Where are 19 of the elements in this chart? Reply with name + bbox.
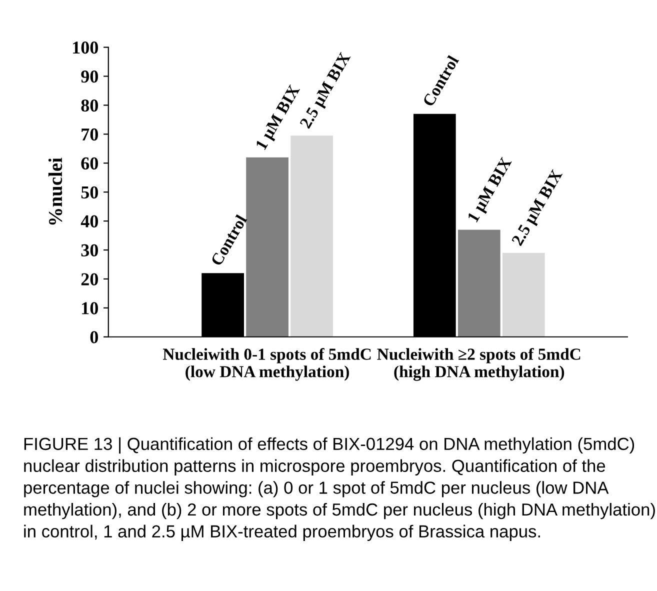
y-tick-label: 50: [81, 186, 98, 199]
x-tick-label: Nucleiwith 0-1 spots of 5mdC (low DNA methylation): [162, 348, 371, 381]
bar: [246, 157, 288, 337]
y-tick-label: 90: [81, 70, 98, 83]
y-tick-label: 70: [82, 128, 98, 141]
y-tick-label: 60: [81, 157, 98, 170]
x-tick-label: Nucleiwith ≥2 spots of 5mdC (high DNA methylation): [377, 348, 580, 381]
bar: [458, 230, 500, 337]
y-tick-label: 30: [81, 244, 98, 256]
bar: [502, 252, 545, 337]
y-tick-label: 40: [80, 215, 98, 228]
y-tick-label: 80: [81, 99, 98, 112]
y-axis-title: %nuclei: [48, 158, 62, 225]
y-tick-label: 0: [90, 331, 98, 344]
y-tick-label: 20: [81, 273, 98, 286]
y-tick-label: 10: [82, 302, 98, 314]
bar: [290, 136, 333, 337]
caption: FIGURE 13 | Quantification of effects of BIX-01294 on DNA methylation (5mdC) nuclear distribution patterns in microspore proembryos. Quantification of the percentage of nuclei showing: (a) 0 or 1 spot of 5mdC per nucleus (low DNA methylation), and (b) 2 or more spots of 5mdC per nucleus (high DNA methylation) in control, 1 and 2.5 µM BIX-treated proembryos of Brassica napus.: [24, 437, 655, 541]
y-tick-label: 100: [73, 42, 98, 54]
